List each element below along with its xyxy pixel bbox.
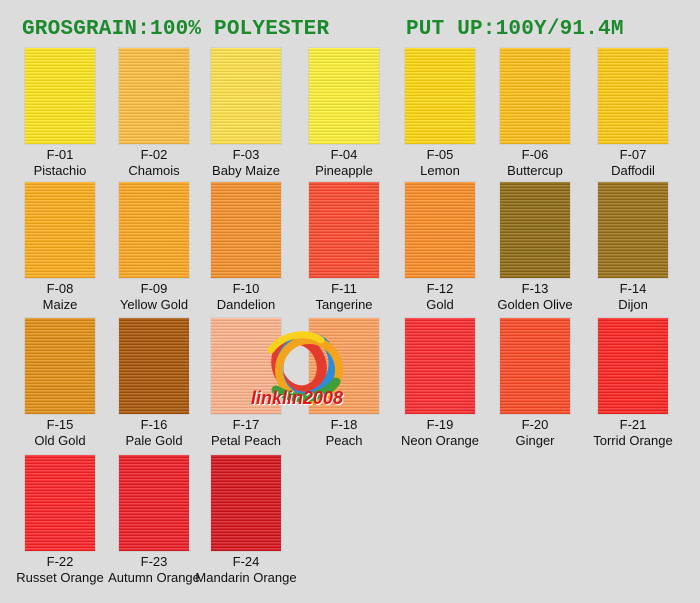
swatch-name: Torrid Orange [593,433,673,448]
swatch-code: F-19 [426,417,454,432]
swatch-f-20 [500,318,570,414]
watermark-text: linklin2008 [251,388,344,408]
swatch-name: Daffodil [611,163,655,178]
swatch-name: Gold [426,297,454,312]
swatch-f-08 [25,182,95,278]
swatch-code: F-16 [140,417,168,432]
swatch-code: F-14 [619,281,647,296]
swatch-name: Chamois [128,163,180,178]
swatch-code: F-01 [46,147,74,162]
swatch-code: F-24 [232,554,260,569]
swatch-f-19 [405,318,475,414]
swatch-f-12 [405,182,475,278]
swatch-code: F-20 [521,417,549,432]
swatch-code: F-18 [330,417,358,432]
swatch-name: Autumn Orange [108,570,200,585]
material-title: GROSGRAIN:100% POLYESTER [22,18,330,41]
swatch-code: F-11 [331,281,357,296]
swatch-f-03 [211,48,281,144]
swatch-name: Mandarin Orange [195,570,297,585]
swatch-f-10 [211,182,281,278]
swatch-code: F-03 [232,147,260,162]
swatch-name: Peach [325,433,363,448]
swatch-name: Dandelion [216,297,276,312]
swatch-code: F-21 [619,417,647,432]
swatch-code: F-22 [46,554,74,569]
swatch-f-22 [25,455,95,551]
swatch-code: F-23 [140,554,168,569]
swatch-name: Buttercup [507,163,563,178]
swatch-code: F-06 [521,147,549,162]
swatch-name: Ginger [515,433,555,448]
swatch-f-17 [211,318,281,414]
swatch-f-13 [500,182,570,278]
swatch-name: Russet Orange [16,570,104,585]
swatch-name: Petal Peach [210,433,282,448]
swatch-name: Golden Olive [497,297,573,312]
swatch-f-16 [119,318,189,414]
swatch-f-14 [598,182,668,278]
swatch-code: F-15 [46,417,74,432]
swatch-code: F-04 [330,147,358,162]
swatch-name: Yellow Gold [119,297,189,312]
swatch-name: Old Gold [34,433,86,448]
swatch-f-11 [309,182,379,278]
swatch-f-02 [119,48,189,144]
swatch-f-24 [211,455,281,551]
watermark-logo-icon [267,331,343,404]
swatch-name: Pineapple [315,163,373,178]
swatch-name: Tangerine [315,297,373,312]
swatch-code: F-07 [619,147,647,162]
swatch-name: Maize [42,297,78,312]
swatch-code: F-10 [232,281,260,296]
swatch-code: F-02 [140,147,168,162]
swatch-code: F-12 [426,281,454,296]
swatch-code: F-09 [140,281,168,296]
swatch-name: Pale Gold [125,433,183,448]
swatch-f-07 [598,48,668,144]
swatch-f-09 [119,182,189,278]
swatch-name: Baby Maize [212,163,280,178]
swatch-f-15 [25,318,95,414]
swatch-f-01 [25,48,95,144]
swatch-f-21 [598,318,668,414]
swatch-f-04 [309,48,379,144]
swatch-name: Dijon [618,297,648,312]
swatch-f-23 [119,455,189,551]
swatch-f-06 [500,48,570,144]
swatch-name: Pistachio [33,163,87,178]
swatch-name: Lemon [420,163,460,178]
swatch-f-05 [405,48,475,144]
swatch-code: F-05 [426,147,454,162]
header: GROSGRAIN:100% POLYESTER PUT UP:100Y/91.… [22,18,690,46]
put-up-title: PUT UP:100Y/91.4M [406,18,624,41]
swatch-code: F-13 [521,281,549,296]
swatch-name: Neon Orange [400,433,480,448]
swatch-code: F-08 [46,281,74,296]
swatch-code: F-17 [232,417,260,432]
